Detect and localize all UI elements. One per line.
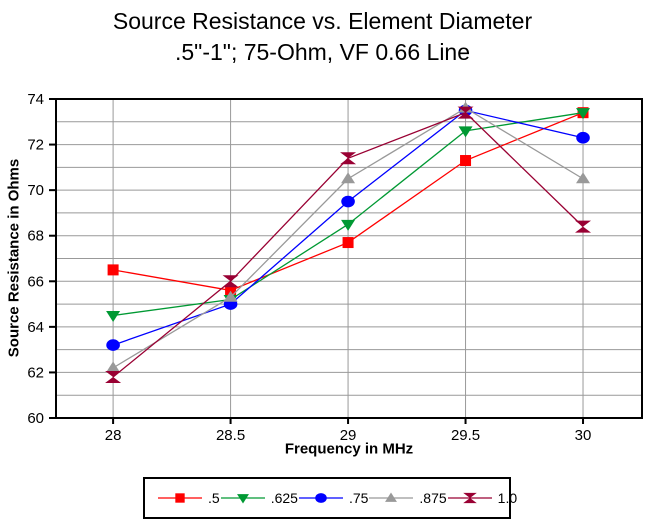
triangle-down-marker <box>458 126 473 138</box>
bowtie-marker <box>457 106 474 119</box>
square-marker <box>107 264 119 276</box>
x-tick-label: 28.5 <box>216 427 245 444</box>
legend-item: .75 <box>298 490 368 506</box>
square-marker <box>460 155 472 167</box>
y-tick-label: 66 <box>27 273 44 290</box>
x-tick-label: 28 <box>105 427 122 444</box>
y-tick-label: 60 <box>27 410 44 427</box>
circle-marker <box>341 195 355 208</box>
x-axis-title: Frequency in MHz <box>284 440 414 458</box>
legend-item: .625 <box>220 490 298 506</box>
axes <box>49 98 643 424</box>
bowtie-marker <box>575 220 592 233</box>
triangle-down-marker <box>236 494 249 504</box>
y-tick-label: 74 <box>27 91 44 108</box>
series-.75 <box>106 104 590 351</box>
y-axis-title: Source Resistance in Ohms <box>5 158 23 358</box>
y-tick-label: 70 <box>27 182 44 199</box>
bowtie-marker-icon <box>447 492 492 504</box>
legend-label: .5 <box>208 490 220 506</box>
triangle-up-marker <box>341 172 356 184</box>
triangle-down-marker-icon <box>220 494 265 504</box>
square-marker <box>175 493 185 503</box>
triangle-up-marker <box>106 361 121 373</box>
chart-title-line2: .5"-1"; 75-Ohm, VF 0.66 Line <box>174 39 471 65</box>
y-tick-label: 68 <box>27 228 44 245</box>
chart-title: Source Resistance vs. Element Diameter .… <box>0 6 645 68</box>
legend-item: .5 <box>157 490 220 506</box>
circle-marker <box>315 493 327 503</box>
y-tick-label: 62 <box>27 364 44 381</box>
legend-item: 1.0 <box>447 490 517 506</box>
triangle-up-marker <box>223 290 238 302</box>
triangle-down-marker <box>106 310 121 322</box>
legend-item: .875 <box>368 490 447 506</box>
triangle-up-marker <box>385 492 398 502</box>
x-tick-label: 30 <box>575 427 592 444</box>
square-marker <box>342 237 354 249</box>
x-tick-label: 29.5 <box>451 427 480 444</box>
legend-label: .625 <box>270 490 298 506</box>
legend-label: .875 <box>419 490 447 506</box>
circle-marker-icon <box>298 493 343 503</box>
square-marker-icon <box>158 493 202 503</box>
chart-title-line1: Source Resistance vs. Element Diameter <box>112 8 533 34</box>
circle-marker <box>106 339 120 351</box>
square-marker <box>225 284 237 296</box>
bowtie-marker <box>222 275 239 288</box>
series-1.0 <box>105 106 592 383</box>
legend-label: .75 <box>348 490 369 506</box>
y-tick-label: 72 <box>27 137 44 154</box>
bowtie-marker <box>105 370 122 383</box>
gridlines <box>56 99 642 418</box>
y-tick-label: 64 <box>27 319 44 336</box>
legend-label: 1.0 <box>497 490 518 506</box>
tick-labels: 60 62 64 66 68 70 72 74 28 28.5 29 29.5 30 <box>27 91 591 444</box>
circle-marker <box>576 131 590 144</box>
triangle-up-marker-icon <box>369 492 414 502</box>
triangle-up-marker <box>576 172 591 184</box>
legend: .5 .625 .75 .875 1.0 <box>143 477 517 519</box>
x-tick-label: 29 <box>340 427 357 444</box>
triangle-down-marker <box>341 219 356 231</box>
triangle-down-marker <box>576 108 591 120</box>
bowtie-marker <box>340 152 357 165</box>
